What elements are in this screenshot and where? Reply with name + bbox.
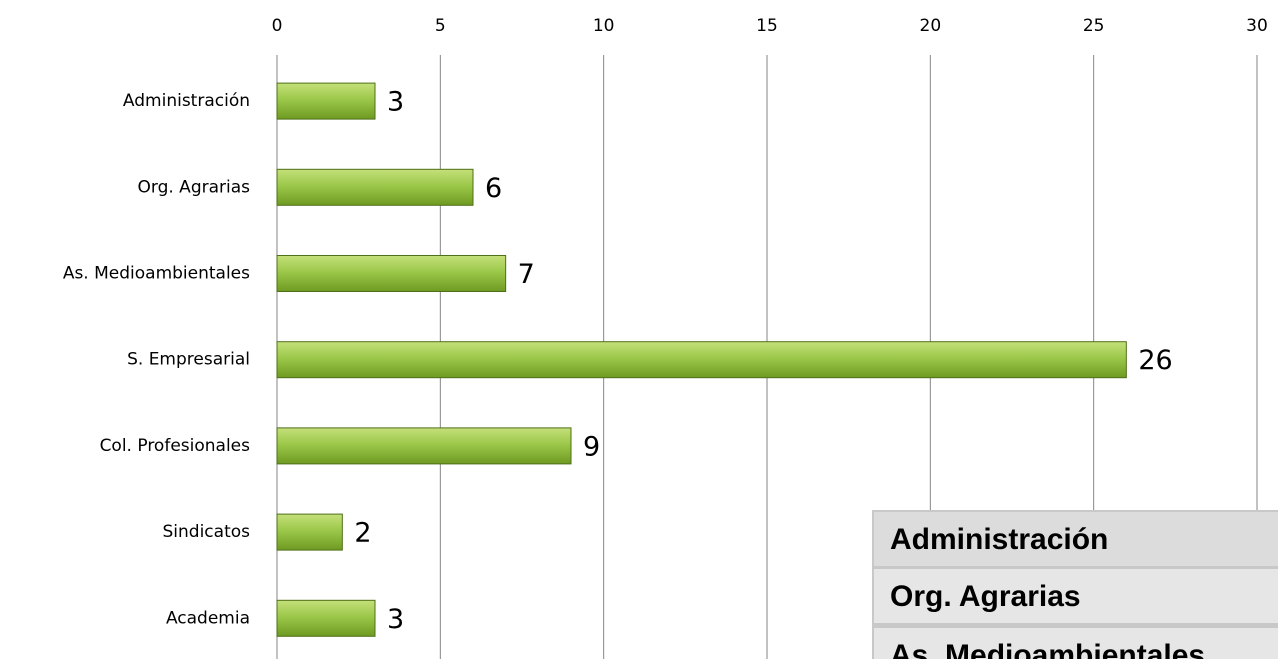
overlay-item: As. Medioambientales [890,639,1205,659]
overlay-item: Org. Agrarias [890,580,1081,613]
bar [276,255,507,292]
bar [276,599,376,637]
x-tick-label: 25 [1083,16,1105,36]
x-tick-label: 20 [920,16,942,36]
y-tick-label: Org. Agrarias [138,177,251,197]
data-label: 3 [387,87,404,118]
bar [276,513,343,551]
y-tick-label: S. Empresarial [127,350,250,370]
data-label: 7 [518,259,535,290]
bar [276,427,572,465]
overlay-row [874,512,1278,566]
overlay-item: Administración [890,523,1108,556]
x-tick-label: 5 [435,16,446,36]
x-tick-label: 0 [272,16,283,36]
y-tick-label: Academia [166,608,250,628]
y-tick-label: Sindicatos [163,522,251,542]
overlay-row [874,569,1278,623]
overlay-row [874,628,1278,659]
x-tick-label: 10 [593,16,615,36]
y-tick-label: Col. Profesionales [100,436,251,456]
x-tick-label: 15 [756,16,778,36]
bar [276,168,474,206]
x-tick-label: 30 [1246,16,1268,36]
bar [276,341,1127,379]
y-tick-label: Administración [123,91,250,111]
y-tick-label: As. Medioambientales [63,264,250,284]
data-label: 9 [583,431,600,462]
bar [276,82,376,120]
data-label: 26 [1138,345,1172,376]
data-label: 3 [387,604,404,635]
data-label: 6 [485,173,502,204]
data-label: 2 [354,518,371,549]
